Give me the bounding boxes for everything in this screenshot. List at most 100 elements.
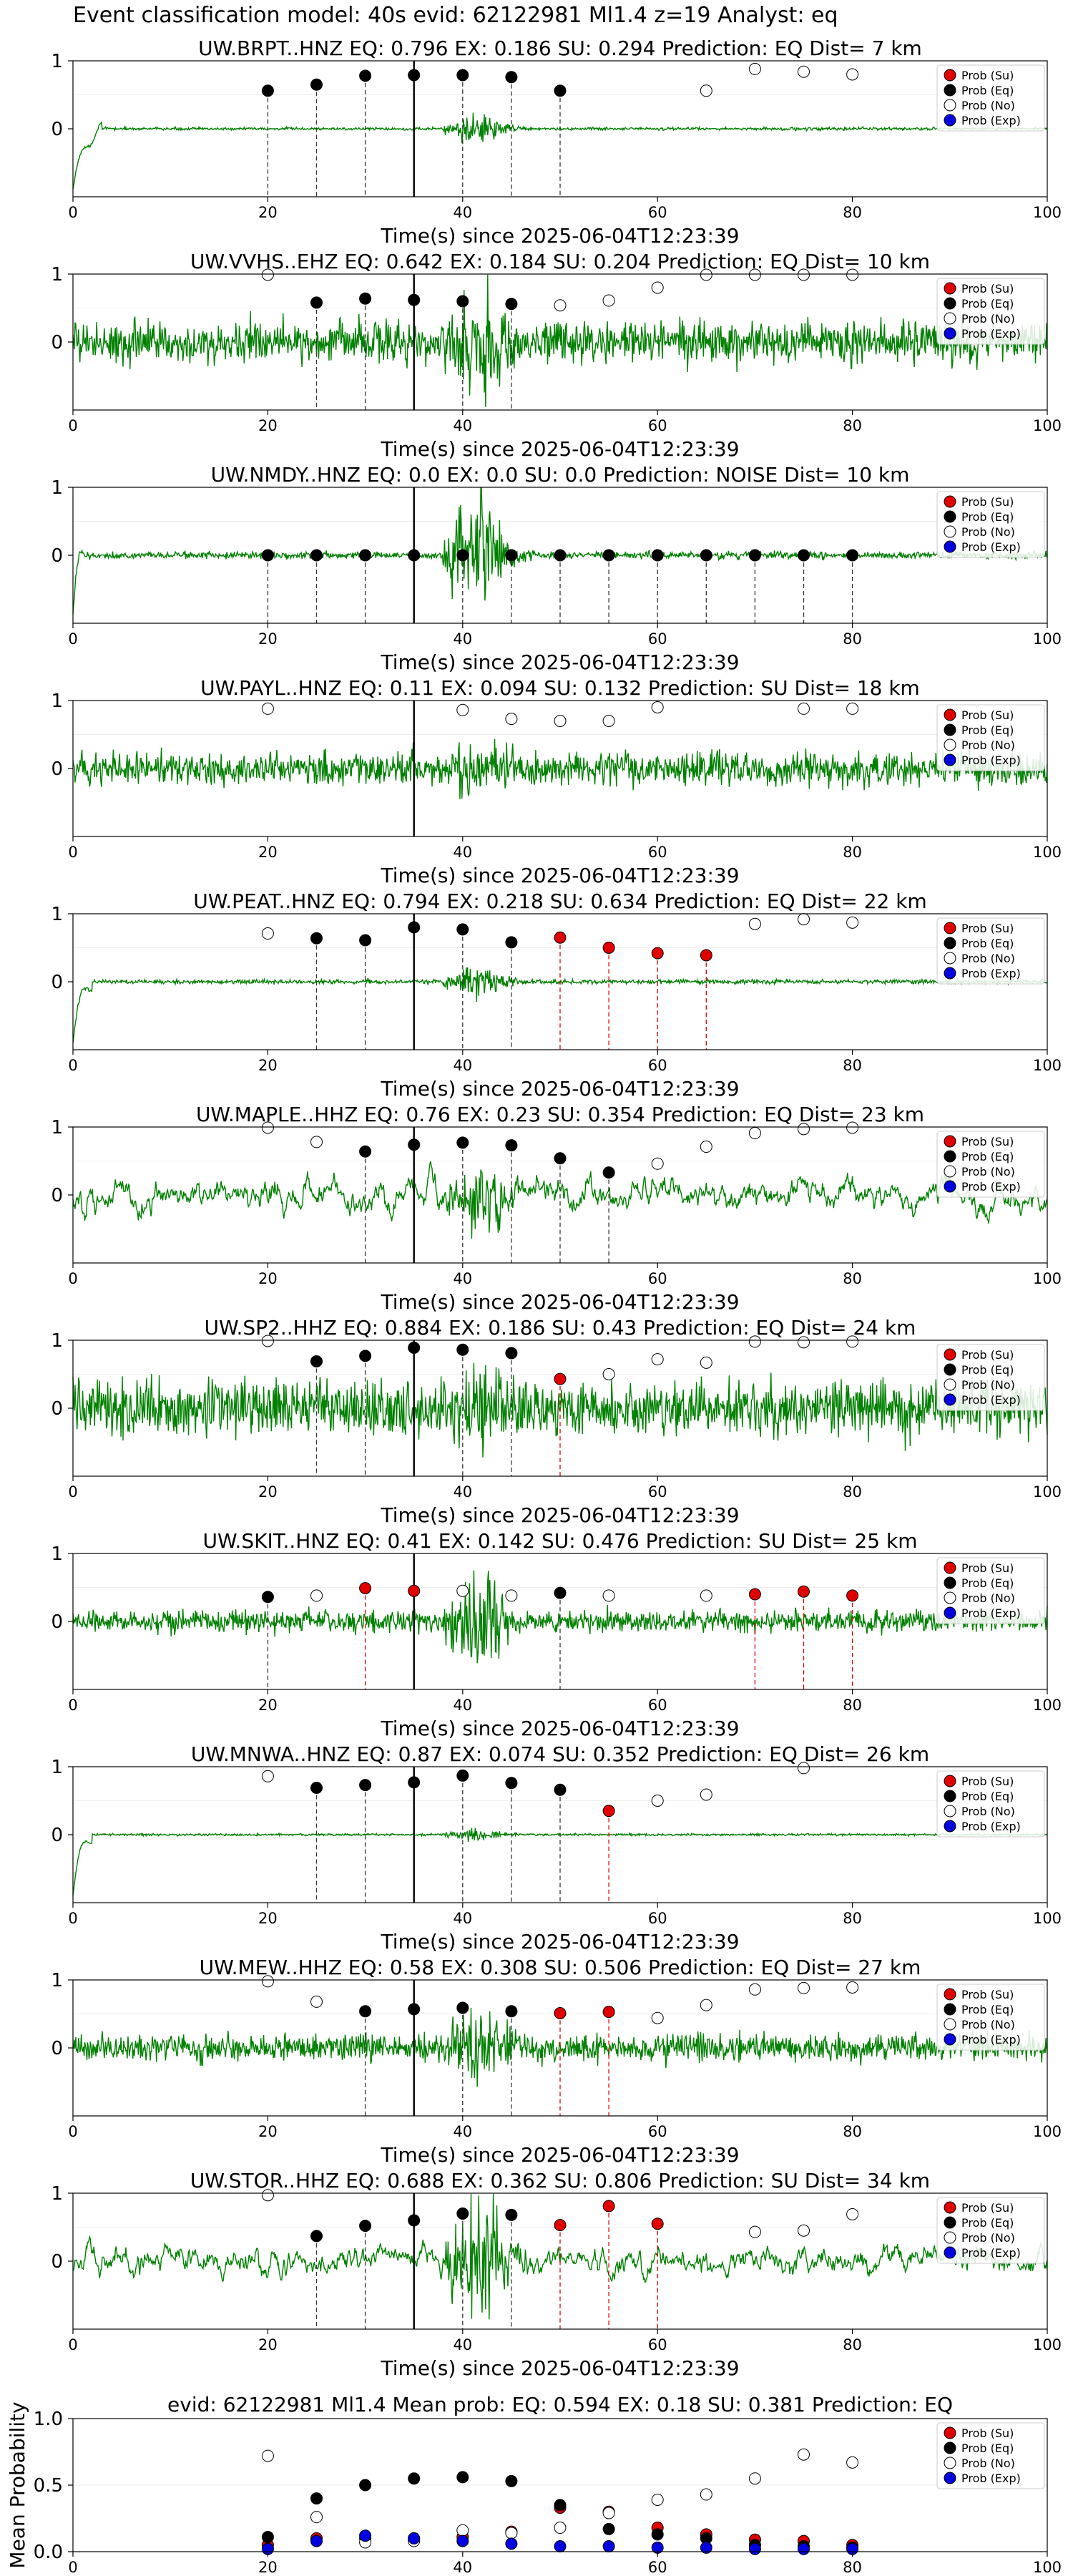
panel-4-legend: Prob (Su) Prob (Eq) Prob (No) Prob (Exp) [936,917,1045,985]
panel-4-xtick-label-2: 40 [453,1057,472,1074]
panel-5-legend-marker-0 [944,1135,956,1148]
panel-6-title: UW.SP2..HHZ EQ: 0.884 EX: 0.186 SU: 0.43… [205,1316,916,1340]
summary-panel-series-1-point-8 [651,2528,664,2541]
panel-10-prob-marker-1 [310,2230,323,2243]
panel-1-legend-label-2: Prob (No) [961,312,1015,326]
panel-6-legend-marker-2 [944,1378,956,1391]
panel-5-prob-marker-2 [359,1145,372,1158]
panel-3-prob-marker-1 [456,703,469,716]
panel-7-prob-marker-8 [700,1589,712,1602]
panel-6-legend-label-2: Prob (No) [961,1378,1015,1392]
panel-1-prob-marker-1 [310,296,323,309]
panel-7-legend-label-2: Prob (No) [961,1591,1015,1605]
panel-10-legend-frame [936,2197,1045,2264]
panel-10-legend-label-0: Prob (Su) [961,2201,1014,2215]
panel-3-prob-marker-3 [554,715,567,727]
panel-1-prob-marker-4 [456,295,469,308]
panel-8-prob-marker-2 [359,1779,372,1792]
panel-4: UW.PEAT..HNZ EQ: 0.794 EX: 0.218 SU: 0.6… [51,889,1062,1101]
panel-6-prob-marker-1 [310,1355,323,1367]
panel-6-prob-marker-5 [505,1347,518,1360]
panel-3-ytick-label-0: 1 [51,691,63,712]
summary-panel-series-2-point-4 [456,2524,469,2537]
panel-6-prob-marker-4 [456,1343,469,1356]
panel-0-xlabel: Time(s) since 2025-06-04T12:23:39 [380,224,739,248]
panel-5-xtick-label-5: 100 [1033,1270,1062,1287]
panel-10-prob-marker-11 [846,2207,859,2220]
summary-panel-series-2-point-1 [310,2511,323,2524]
panel-0-legend-frame [936,64,1045,132]
panel-8-xtick-label-2: 40 [453,1910,472,1927]
panel-10-legend-label-2: Prob (No) [961,2231,1015,2245]
panel-2-ytick-label-1: 0 [51,545,63,567]
panel-0-legend-label-0: Prob (Su) [961,69,1014,82]
panel-10-xtick-label-4: 80 [843,2336,862,2353]
panel-10-prob-marker-10 [798,2224,810,2237]
panel-2-prob-marker-0 [261,549,274,562]
panel-5-xlabel: Time(s) since 2025-06-04T12:23:39 [380,1290,739,1314]
panel-8-legend-marker-0 [944,1775,956,1787]
panel-4-legend-label-1: Prob (Eq) [961,937,1014,950]
panel-2-prob-marker-3 [408,549,421,562]
panel-2-legend-marker-0 [944,495,956,508]
panel-8-xtick-label-4: 80 [843,1910,862,1927]
panel-5-legend-label-1: Prob (Eq) [961,1150,1014,1163]
panel-2-xtick-label-0: 0 [68,630,77,648]
summary-panel-series-3-point-4 [456,2534,469,2547]
panel-5-xtick-label-1: 20 [258,1270,278,1287]
panel-3-ytick-label-1: 0 [51,758,63,780]
panel-4-xtick-label-4: 80 [843,1057,862,1074]
panel-10-ytick-label-1: 0 [51,2251,63,2273]
panel-3-prob-marker-0 [261,702,274,715]
panel-0-prob-marker-4 [456,69,469,82]
panel-6-xtick-label-4: 80 [843,1483,862,1501]
panel-7-prob-marker-7 [602,1589,615,1602]
panel-8-title: UW.MNWA..HNZ EQ: 0.87 EX: 0.074 SU: 0.35… [191,1742,929,1766]
panel-0-prob-marker-3 [408,69,421,82]
panel-1-title: UW.VVHS..EHZ EQ: 0.642 EX: 0.184 SU: 0.2… [190,250,930,273]
panel-7-prob-marker-11 [846,1589,859,1602]
panel-4-title: UW.PEAT..HNZ EQ: 0.794 EX: 0.218 SU: 0.6… [193,889,927,913]
panel-4-prob-marker-7 [602,942,615,954]
panel-9-xlabel: Time(s) since 2025-06-04T12:23:39 [380,2143,739,2167]
panel-4-legend-marker-1 [944,937,956,950]
summary-panel-xtick-label-1: 20 [258,2559,278,2576]
summary-panel-series-2-point-9 [700,2488,712,2501]
panel-1-prob-marker-3 [408,293,421,306]
panel-0-prob-marker-8 [748,62,761,75]
panel-10-prob-marker-7 [602,2200,615,2212]
panel-4-prob-marker-2 [359,934,372,947]
summary-panel-legend-label-3: Prob (Exp) [961,2472,1021,2485]
panel-8-xtick-label-1: 20 [258,1910,278,1927]
panel-8-prob-marker-8 [651,1795,664,1807]
summary-panel-series-1-point-5 [505,2474,518,2487]
panel-0-prob-marker-2 [359,69,372,82]
panel-0-xtick-label-5: 100 [1033,204,1062,221]
panel-2-ytick-label-0: 1 [51,477,63,499]
panel-9-legend: Prob (Su) Prob (Eq) Prob (No) Prob (Exp) [936,1984,1045,2051]
panel-3-legend-label-3: Prob (Exp) [961,753,1021,767]
panel-2-legend: Prob (Su)Prob (Eq)Prob (No)Prob (Exp) [936,491,1045,558]
panel-9-prob-marker-8 [651,2011,664,2024]
panel-3-xtick-label-4: 80 [843,844,862,861]
panel-6: UW.SP2..HHZ EQ: 0.884 EX: 0.186 SU: 0.43… [51,1316,1062,1527]
panel-9-ytick-label-1: 0 [51,2038,63,2059]
panel-8-legend-label-1: Prob (Eq) [961,1790,1014,1803]
panel-2-prob-marker-4 [456,549,469,562]
panel-1-legend: Prob (Su)Prob (Eq)Prob (No)Prob (Exp) [936,278,1045,345]
summary-panel-series-1-point-6 [554,2499,567,2512]
summary-panel-series-3-point-10 [748,2542,761,2555]
panel-0-legend-label-3: Prob (Exp) [961,114,1021,127]
panel-4-prob-marker-10 [748,917,761,930]
panel-6-legend-label-0: Prob (Su) [961,1348,1014,1362]
panel-4-prob-marker-1 [310,932,323,945]
panel-0-legend: Prob (Su) Prob (Eq) Prob (No) Prob (Exp) [936,64,1045,132]
panel-8-prob-marker-9 [700,1788,712,1801]
panel-5-xtick-label-3: 60 [648,1270,667,1287]
panel-2-legend-label-3: Prob (Exp) [961,540,1021,554]
panel-3-xtick-label-2: 40 [453,844,472,861]
panel-5: UW.MAPLE..HHZ EQ: 0.76 EX: 0.23 SU: 0.35… [51,1103,1062,1314]
panel-1-legend-marker-3 [944,327,956,340]
panel-5-xtick-label-2: 40 [453,1270,472,1287]
panel-7-legend-marker-0 [944,1561,956,1574]
